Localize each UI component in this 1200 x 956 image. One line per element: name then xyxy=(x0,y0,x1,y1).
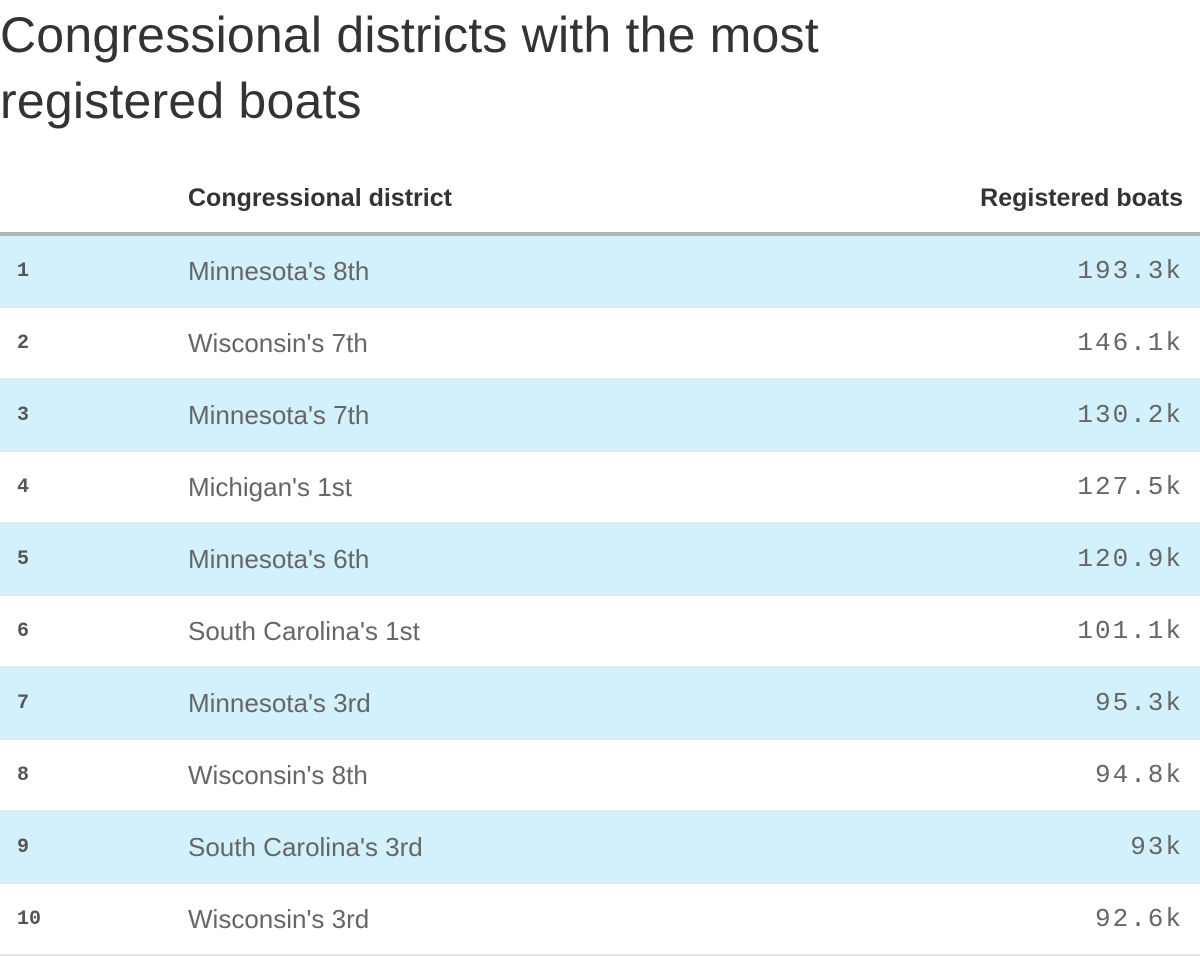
cell-district: South Carolina's 3rd xyxy=(188,831,423,862)
cell-rank: 2 xyxy=(17,331,30,355)
table-row: 5 Minnesota's 6th 120.9k xyxy=(0,524,1200,596)
table-row: 4 Michigan's 1st 127.5k xyxy=(0,452,1200,524)
table-row: 2 Wisconsin's 7th 146.1k xyxy=(0,308,1200,380)
table-row: 3 Minnesota's 7th 130.2k xyxy=(0,380,1200,452)
table-row: 8 Wisconsin's 8th 94.8k xyxy=(0,740,1200,812)
cell-district: Minnesota's 7th xyxy=(188,399,370,430)
chart-title: Congressional districts with the most re… xyxy=(0,0,1200,134)
cell-rank: 10 xyxy=(17,907,42,931)
cell-value: 94.8k xyxy=(1094,760,1183,790)
cell-value: 93k xyxy=(1130,832,1183,862)
cell-district: Minnesota's 6th xyxy=(188,543,370,574)
cell-district: Wisconsin's 3rd xyxy=(188,903,370,934)
cell-rank: 1 xyxy=(17,259,30,283)
table-row: 1 Minnesota's 8th 193.3k xyxy=(0,236,1200,308)
table-row: 6 South Carolina's 1st 101.1k xyxy=(0,596,1200,668)
data-table: Congressional district Registered boats … xyxy=(0,164,1200,956)
cell-rank: 9 xyxy=(17,835,30,859)
cell-value: 146.1k xyxy=(1077,328,1183,358)
table-row: 10 Wisconsin's 3rd 92.6k xyxy=(0,884,1200,956)
title-line-2: registered boats xyxy=(0,73,362,129)
cell-value: 130.2k xyxy=(1077,400,1183,430)
cell-district: South Carolina's 1st xyxy=(188,615,420,646)
cell-value: 127.5k xyxy=(1077,472,1183,502)
cell-value: 120.9k xyxy=(1077,544,1183,574)
table-row: 9 South Carolina's 3rd 93k xyxy=(0,812,1200,884)
cell-value: 92.6k xyxy=(1094,904,1183,934)
cell-rank: 7 xyxy=(17,691,30,715)
table-row: 7 Minnesota's 3rd 95.3k xyxy=(0,668,1200,740)
title-line-1: Congressional districts with the most xyxy=(0,7,819,63)
header-value: Registered boats xyxy=(980,183,1183,212)
cell-rank: 5 xyxy=(17,547,30,571)
cell-rank: 8 xyxy=(17,763,30,787)
table-header: Congressional district Registered boats xyxy=(0,164,1200,236)
cell-district: Wisconsin's 7th xyxy=(188,327,368,358)
table-body: 1 Minnesota's 8th 193.3k 2 Wisconsin's 7th 14… xyxy=(0,236,1200,956)
header-district: Congressional district xyxy=(188,183,452,212)
cell-district: Minnesota's 3rd xyxy=(188,687,371,718)
cell-district: Wisconsin's 8th xyxy=(188,759,368,790)
cell-value: 193.3k xyxy=(1077,256,1183,286)
cell-district: Michigan's 1st xyxy=(188,471,352,502)
cell-rank: 6 xyxy=(17,619,30,643)
cell-value: 101.1k xyxy=(1077,616,1183,646)
cell-rank: 4 xyxy=(17,475,30,499)
cell-rank: 3 xyxy=(17,403,30,427)
cell-value: 95.3k xyxy=(1094,688,1183,718)
cell-district: Minnesota's 8th xyxy=(188,255,370,286)
